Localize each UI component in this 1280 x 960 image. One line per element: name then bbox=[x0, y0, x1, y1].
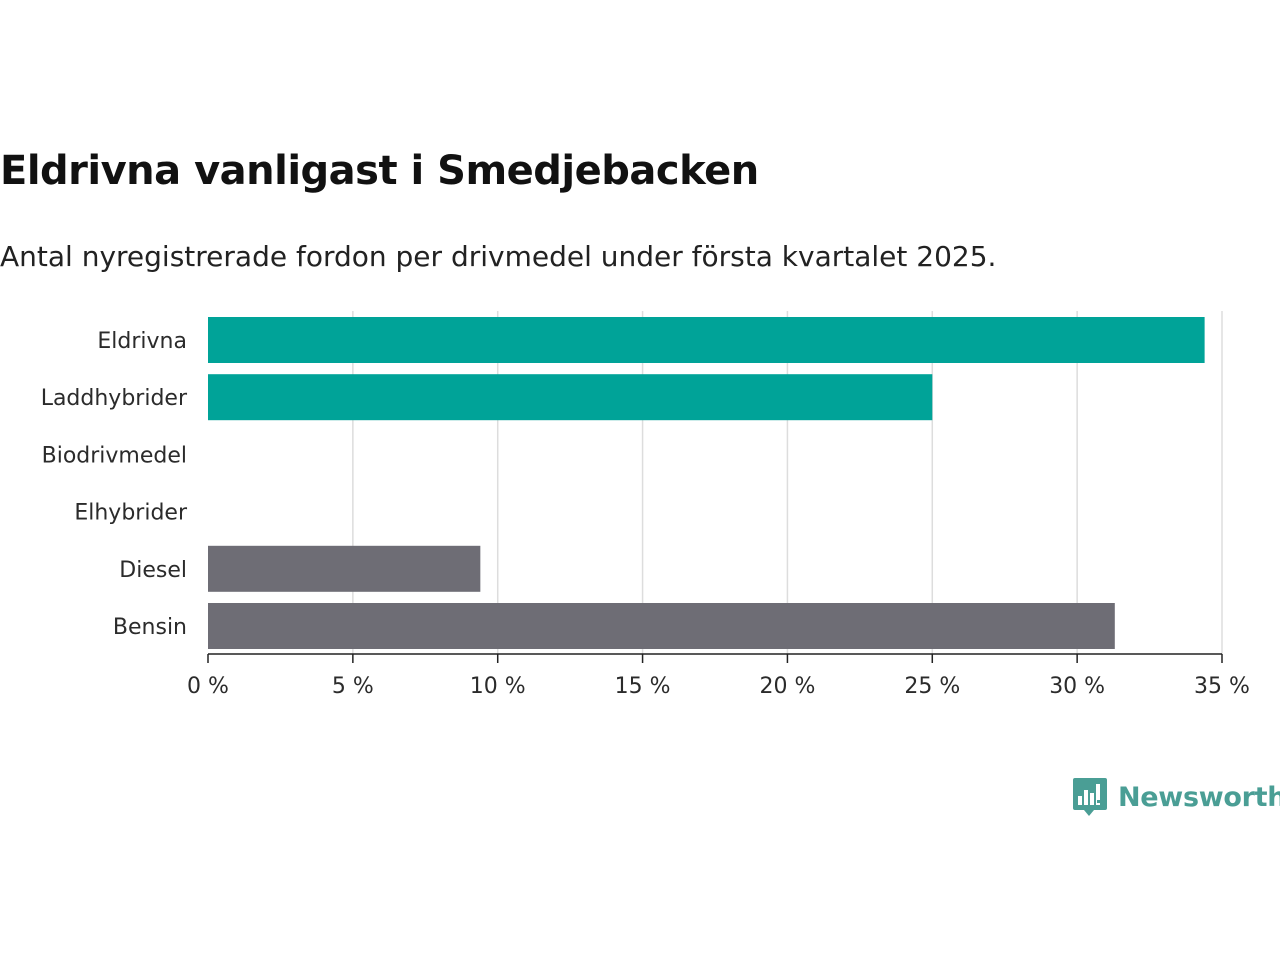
x-tick-label: 10 % bbox=[470, 674, 526, 699]
x-tick-label: 20 % bbox=[759, 674, 815, 699]
category-label: Bensin bbox=[113, 615, 187, 640]
category-label: Elhybrider bbox=[74, 501, 188, 526]
bar-diesel bbox=[208, 545, 481, 592]
newsworthy-logo-text: Newsworthy bbox=[1118, 781, 1280, 813]
x-tick-label: 35 % bbox=[1194, 674, 1250, 699]
x-tick-label: 30 % bbox=[1049, 674, 1105, 699]
bar-laddhybrider bbox=[208, 374, 933, 421]
newsworthy-logo-icon bbox=[1073, 778, 1107, 816]
newsworthy-logo: Newsworthy bbox=[1072, 776, 1280, 818]
bar-eldrivna bbox=[208, 317, 1205, 363]
category-label: Eldrivna bbox=[97, 329, 187, 354]
bars bbox=[208, 317, 1205, 649]
x-tick-label: 5 % bbox=[332, 674, 374, 699]
chart-title: Eldrivna vanligast i Smedjebacken bbox=[0, 148, 759, 194]
category-label: Diesel bbox=[119, 558, 187, 583]
category-labels: Eldrivna Laddhybrider Biodrivmedel Elhybrid… bbox=[41, 329, 188, 640]
category-label: Laddhybrider bbox=[41, 386, 188, 411]
category-label: Biodrivmedel bbox=[42, 443, 187, 468]
x-axis: 0 % 5 % 10 % 15 % 20 % 25 % 30 % 35 % bbox=[187, 653, 1250, 699]
bar-chart: 0 % 5 % 10 % 15 % 20 % 25 % 30 % 35 % Eldrivna L… bbox=[41, 311, 1250, 699]
gridlines bbox=[352, 311, 1223, 654]
chart-subtitle: Antal nyregistrerade fordon per drivmede… bbox=[0, 240, 997, 273]
bar-bensin bbox=[208, 603, 1115, 649]
x-tick-label: 25 % bbox=[904, 674, 960, 699]
x-tick-label: 15 % bbox=[615, 674, 671, 699]
x-tick-label: 0 % bbox=[187, 674, 229, 699]
